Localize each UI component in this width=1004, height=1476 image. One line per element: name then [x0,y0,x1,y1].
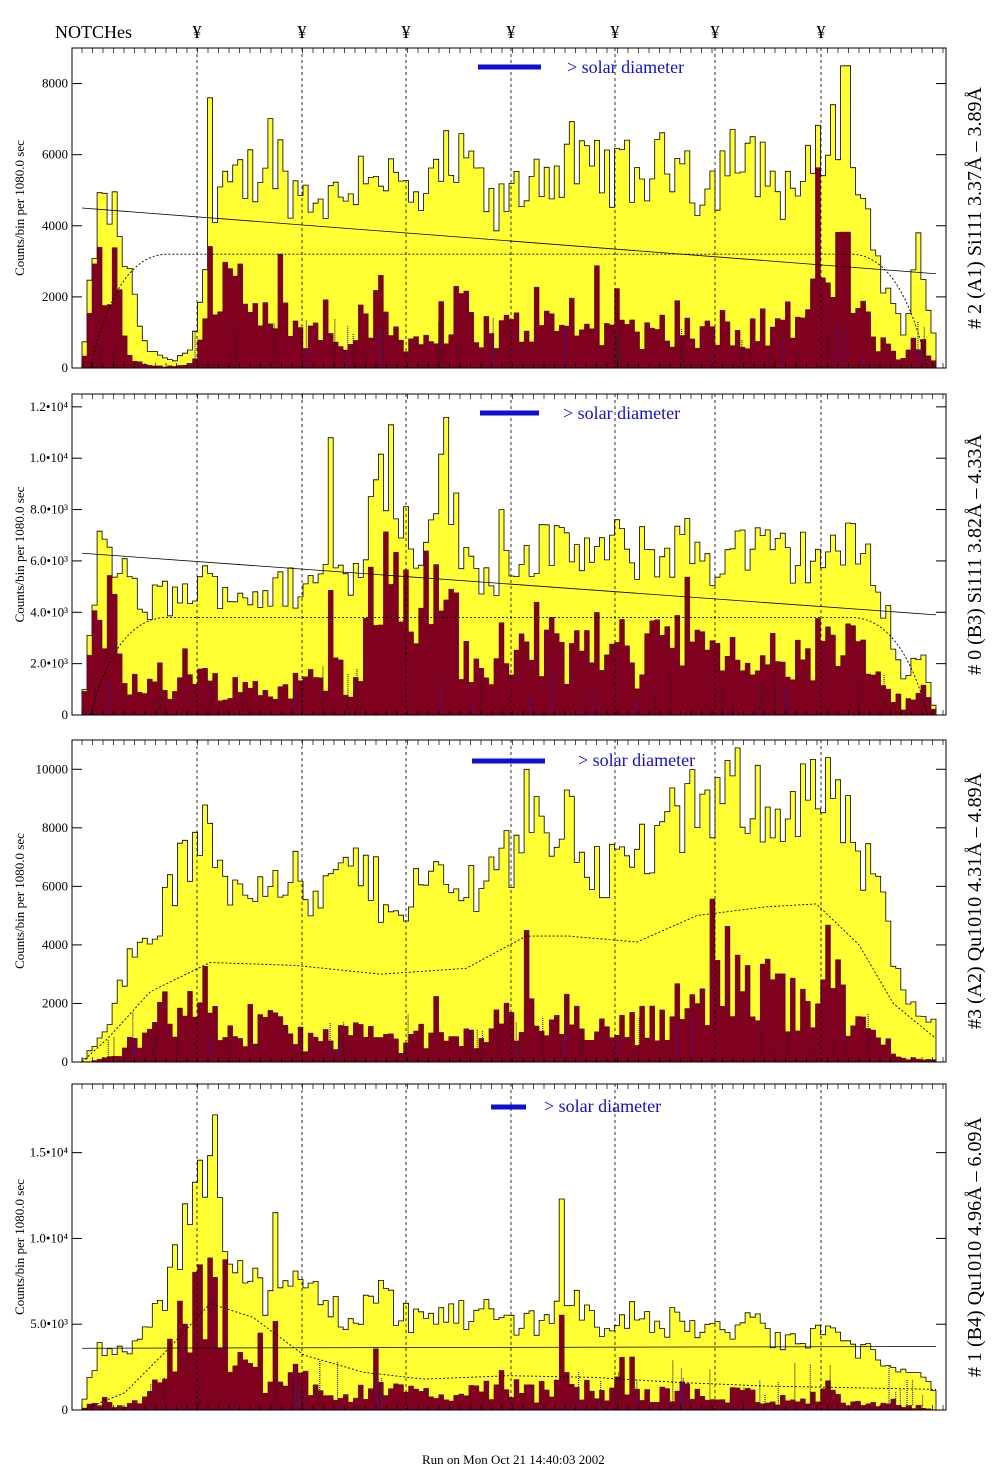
notches-label: NOTCHes [55,22,132,42]
solar-diameter-label: > solar diameter [567,57,684,77]
background-line [81,552,937,616]
y-tick-label: 2.0•10³ [30,656,68,671]
plot-frame [71,739,947,1063]
notch-symbol: ¥ [817,22,826,42]
panel-1: 0 2000 4000 6000 8000 Counts/bin per 1080.0 s… [12,47,986,375]
panel-2: 0 2.0•10³ 4.0•10³ 6.0•10³ 8.0•10³ 1.0•10⁴ 1.2•… [12,393,986,722]
model-curve [90,253,928,369]
model-curve [81,1303,937,1411]
y-tick-label: 6000 [42,147,68,162]
y-axis-label: Counts/bin per 1080.0 sec [12,833,27,969]
y-tick-label: 1.2•10⁴ [30,399,69,414]
y-tick-label: 8000 [42,820,68,835]
y-tick-label: 0 [62,360,69,375]
y-tick-label: 1.0•10⁴ [30,1230,69,1245]
inner-histogram [81,531,937,716]
notch-symbol: ¥ [402,22,411,42]
outer-histogram [81,65,937,369]
chart-panels: 0 2000 4000 6000 8000 Counts/bin per 1080.0 s… [12,47,986,1417]
notch-symbol: ¥ [507,22,516,42]
y-tick-label: 6000 [42,878,68,893]
background-line [81,207,937,275]
solar-diameter-label: > solar diameter [563,403,680,423]
outer-histogram [81,747,937,1063]
solar-diameter-label: > solar diameter [544,1096,661,1116]
plot-frame [71,393,947,716]
y-tick-label: 10000 [36,761,69,776]
notch-symbol: ¥ [193,22,202,42]
y-tick-label: 2000 [42,995,68,1010]
y-axis-label: Counts/bin per 1080.0 sec [12,486,27,622]
panel-3: 0 2000 4000 6000 8000 10000 Counts/bin per 108… [12,739,986,1069]
notch-symbol: ¥ [298,22,307,42]
y-axis-label: Counts/bin per 1080.0 sec [12,1179,27,1315]
y-tick-label: 1.0•10⁴ [30,450,69,465]
y-tick-label: 8000 [42,76,68,91]
outer-histogram [81,1114,937,1411]
y-tick-label: 8.0•10³ [30,502,68,517]
notch-symbol: ¥ [711,22,720,42]
panel-4: 0 5.0•10³ 1.0•10⁴ 1.5•10⁴ Counts/bin per 108… [12,1083,986,1417]
y-tick-label: 2000 [42,289,68,304]
y-tick-label: 0 [62,707,69,722]
outer-histogram [81,417,937,716]
y-axis-label: Counts/bin per 1080.0 sec [12,140,27,276]
y-tick-label: 6.0•10³ [30,553,68,568]
solar-diameter-label: > solar diameter [578,750,695,770]
y-tick-label: 4000 [42,937,68,952]
run-timestamp: Run on Mon Oct 21 14:40:03 2002 [422,1452,605,1467]
plot-frame [71,1083,947,1411]
notch-symbol: ¥ [611,22,620,42]
notch-symbols: ¥ ¥ ¥ ¥ ¥ ¥ ¥ [193,22,826,42]
background-line [81,1346,937,1349]
detector-label: #3 (A2) Qu1010 4.31Å – 4.89Å [964,772,986,1029]
detector-label: # 1 (B4) Qu1010 4.96Å – 6.09Å [964,1116,986,1377]
plot-frame [71,47,947,369]
y-tick-label: 0 [62,1054,69,1069]
detector-label: # 2 (A1) Si111 3.37Å – 3.89Å [964,87,986,329]
y-tick-label: 4000 [42,218,68,233]
detector-label: # 0 (B3) Si111 3.82Å – 4.33Å [964,434,986,675]
y-tick-label: 1.5•10⁴ [30,1145,69,1160]
y-tick-label: 5.0•10³ [30,1316,68,1331]
inner-histogram [81,898,937,1063]
inner-histogram [81,167,937,369]
y-tick-label: 0 [62,1402,69,1417]
y-tick-label: 4.0•10³ [30,604,68,619]
